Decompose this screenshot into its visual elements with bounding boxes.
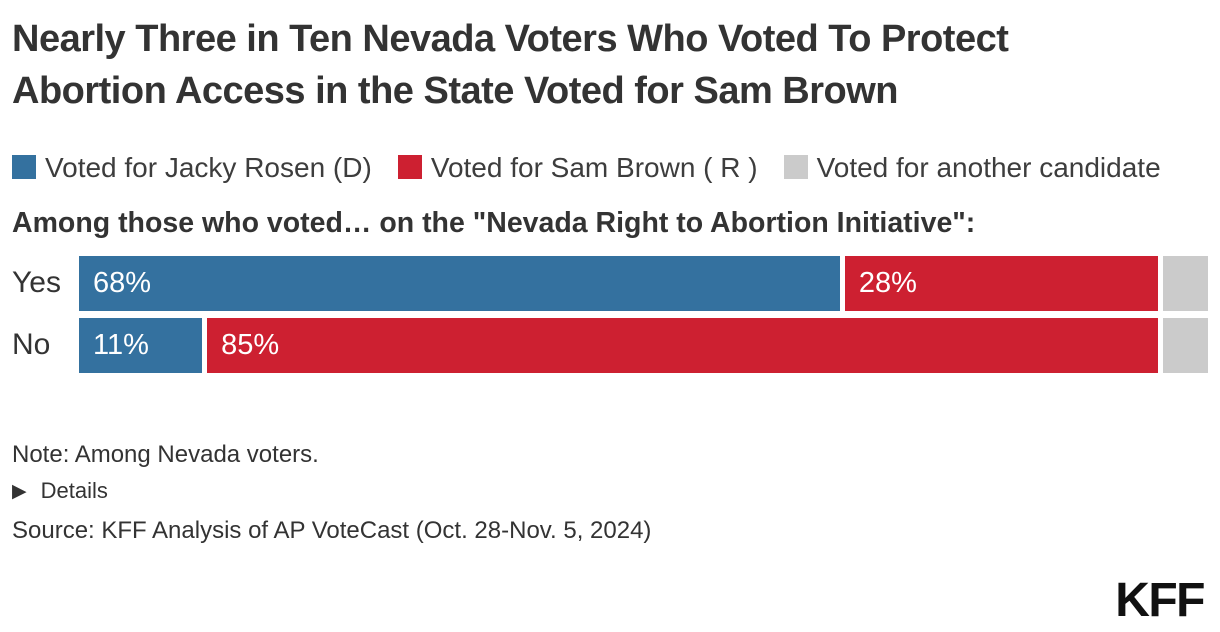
triangle-right-icon: ▶ (12, 480, 27, 502)
bar-value-label: 85% (221, 328, 280, 361)
bar-segment: 85% (207, 317, 1159, 373)
row-label: No (12, 328, 51, 362)
legend-swatch-icon (397, 155, 422, 180)
chart-title: Nearly Three in Ten Nevada Voters Who Vo… (12, 18, 1009, 112)
bar-segment: 68% (79, 255, 840, 311)
details-disclosure: ▶ Details (12, 478, 1208, 504)
legend-label: Voted for another candidate (816, 152, 1161, 184)
bar-row: No 11% 85% (12, 317, 1209, 373)
bar-segment (1163, 255, 1208, 311)
details-label: Details (40, 477, 108, 503)
legend-swatch-icon (783, 155, 808, 180)
bar-segment: 11% (79, 317, 203, 373)
bar-value-label: 28% (858, 266, 917, 299)
chart-subtitle: Among those who voted… on the "Nevada Ri… (12, 206, 976, 239)
legend-item: Voted for Sam Brown ( R ) (397, 152, 758, 184)
legend-label: Voted for Jacky Rosen (D) (45, 152, 372, 184)
legend-swatch-icon (12, 155, 36, 180)
stacked-bar-chart: Yes 68% 28% No 11% 85% (12, 255, 1209, 373)
legend-item: Voted for another candidate (783, 152, 1161, 184)
bar-value-label: 11% (93, 328, 149, 361)
details-summary[interactable]: ▶ Details (12, 478, 1208, 504)
legend-item: Voted for Jacky Rosen (D) (12, 152, 372, 183)
bar-track: 68% 28% (79, 255, 1208, 311)
bar-value-label: 68% (93, 266, 152, 299)
row-label: Yes (12, 266, 61, 300)
note-text: Note: Among Nevada voters. (12, 440, 319, 468)
bar-track: 11% 85% (79, 317, 1209, 373)
legend: Voted for Jacky Rosen (D) Voted for Sam B… (12, 141, 1208, 194)
legend-label: Voted for Sam Brown ( R ) (430, 152, 758, 184)
bar-row: Yes 68% 28% (12, 255, 1208, 311)
bar-segment (1163, 317, 1209, 373)
kff-logo: KFF (1115, 574, 1205, 627)
chart-footer: Note: Among Nevada voters. ▶ Details Sour… (12, 441, 1208, 545)
bar-segment: 28% (844, 255, 1159, 311)
source-text: Source: KFF Analysis of AP VoteCast (Oct… (12, 516, 652, 544)
